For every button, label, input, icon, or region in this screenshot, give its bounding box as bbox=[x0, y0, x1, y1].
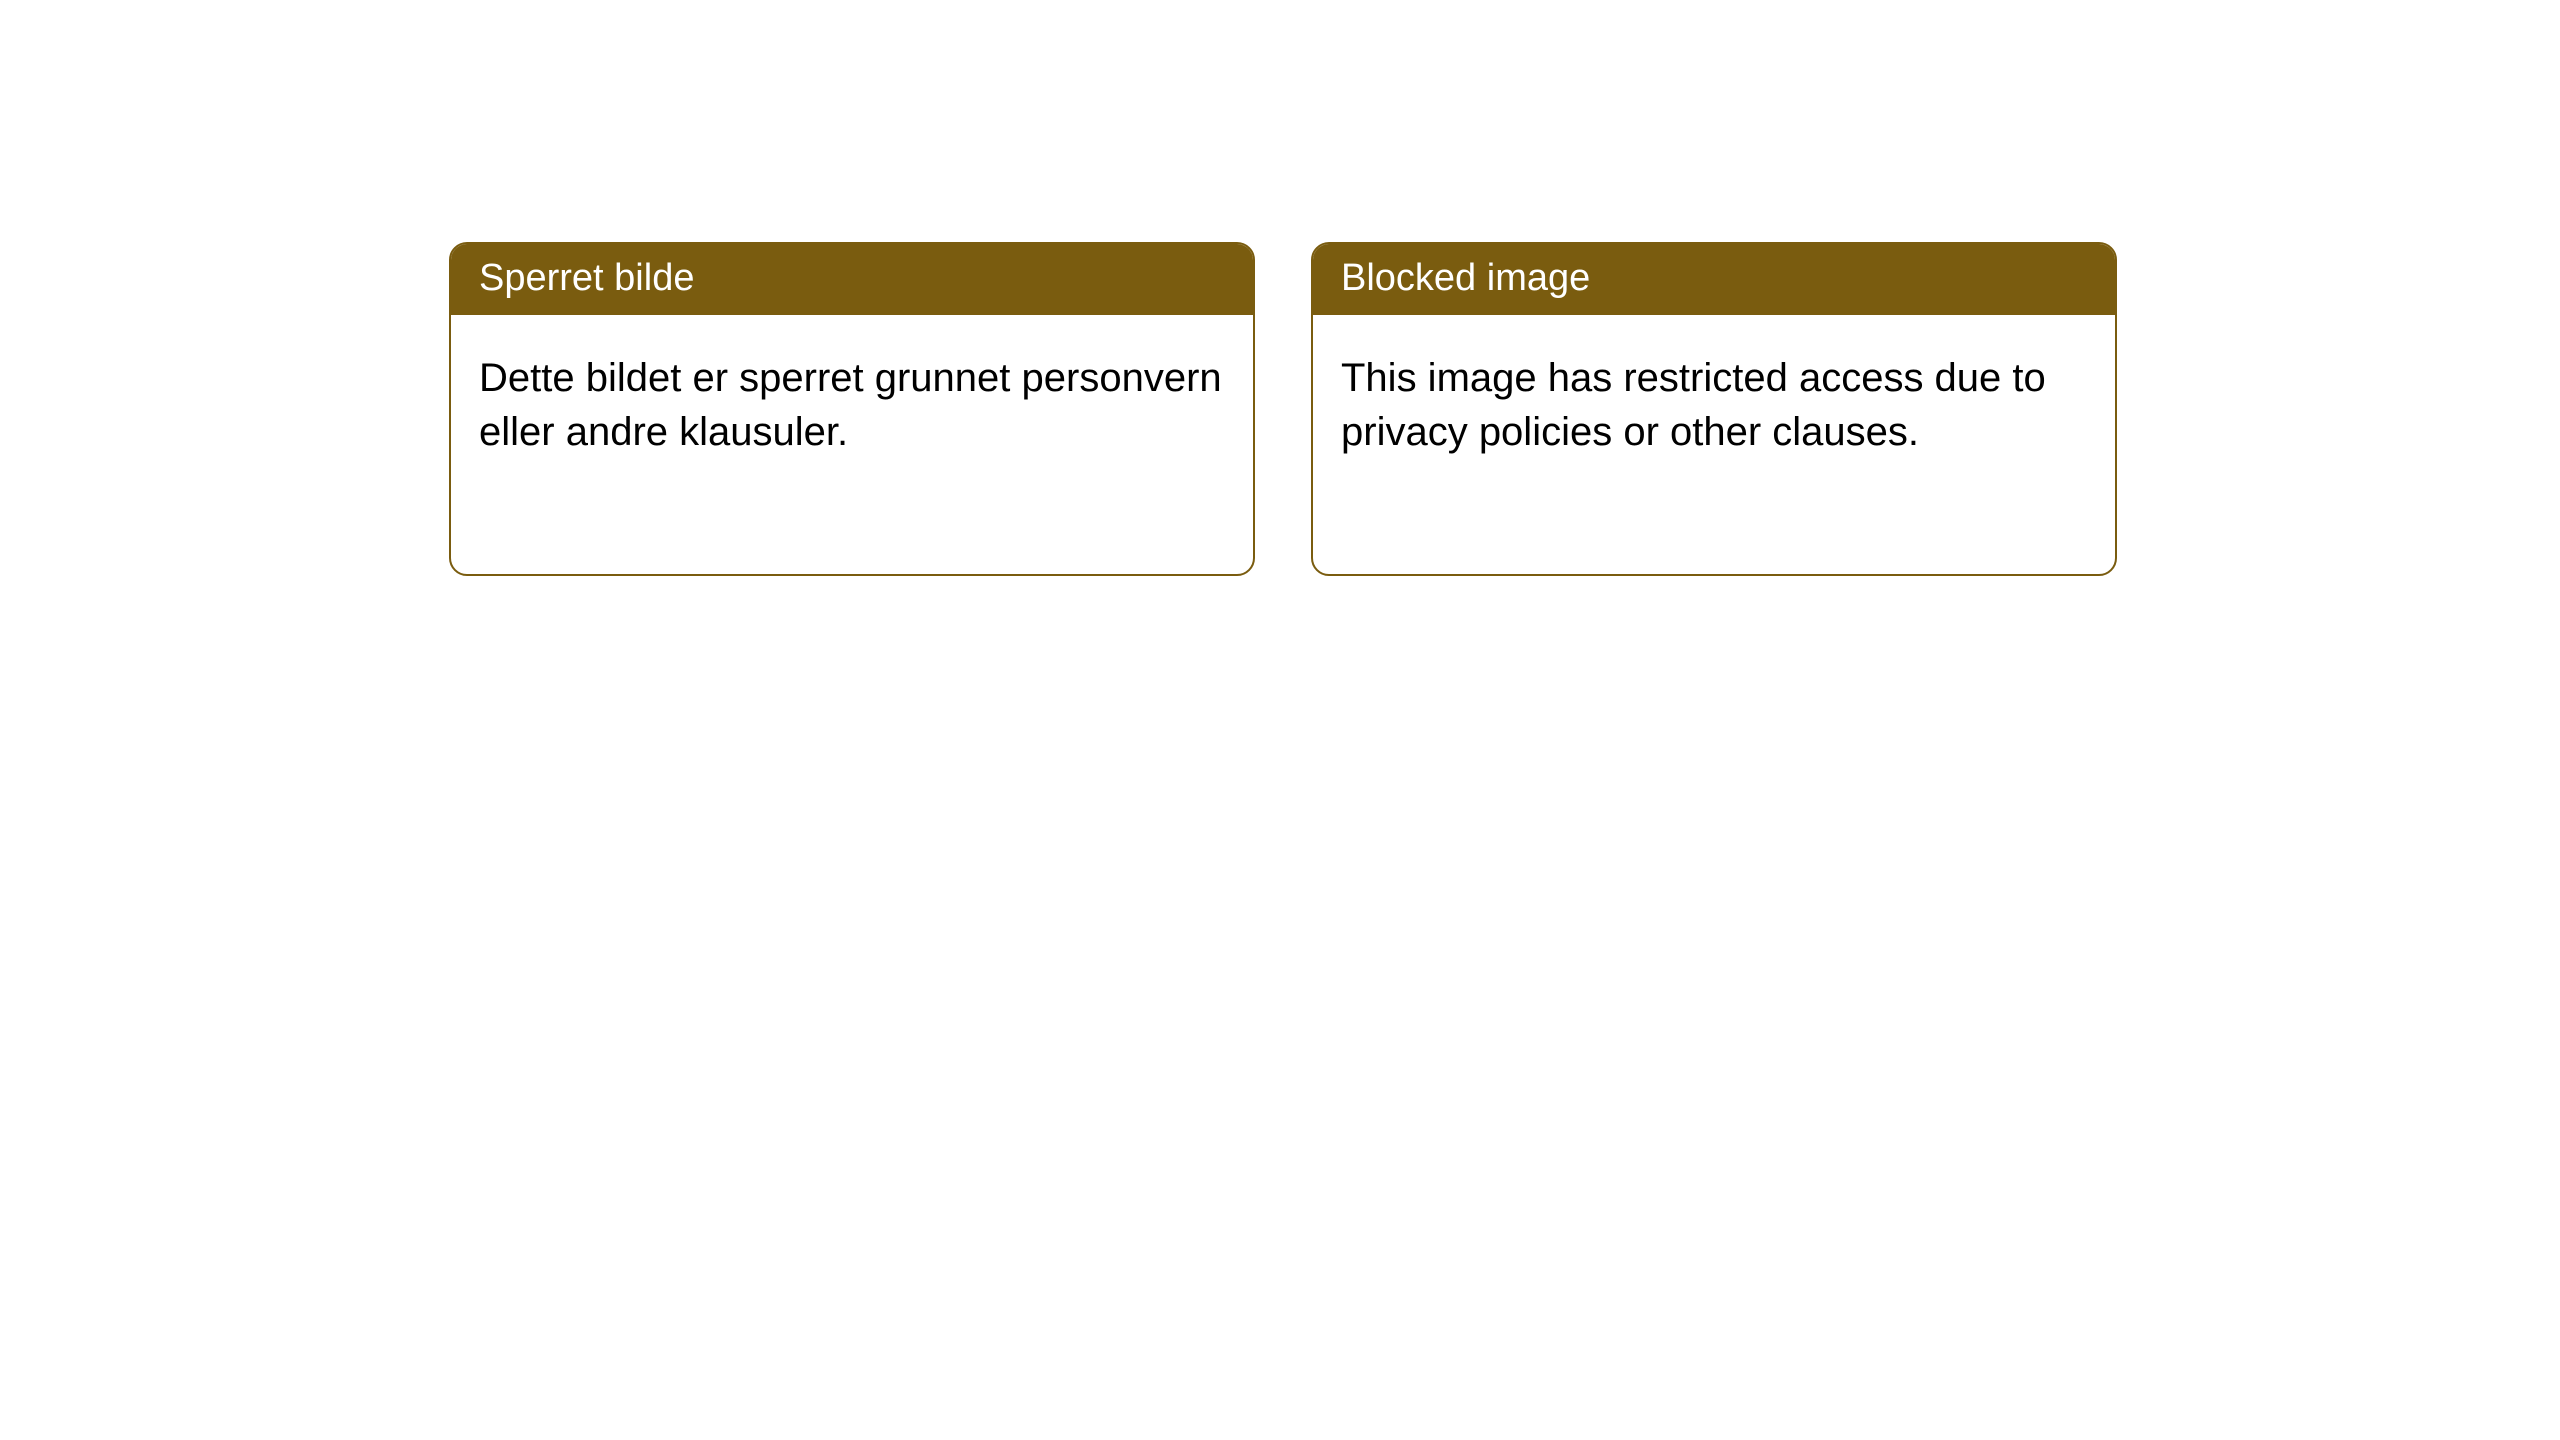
notice-card-title: Sperret bilde bbox=[451, 244, 1253, 315]
notice-card-body: Dette bildet er sperret grunnet personve… bbox=[451, 315, 1253, 487]
notice-card-body: This image has restricted access due to … bbox=[1313, 315, 2115, 487]
notice-card-norwegian: Sperret bilde Dette bildet er sperret gr… bbox=[449, 242, 1255, 576]
notice-card-title: Blocked image bbox=[1313, 244, 2115, 315]
notice-card-english: Blocked image This image has restricted … bbox=[1311, 242, 2117, 576]
notice-container: Sperret bilde Dette bildet er sperret gr… bbox=[0, 0, 2560, 576]
